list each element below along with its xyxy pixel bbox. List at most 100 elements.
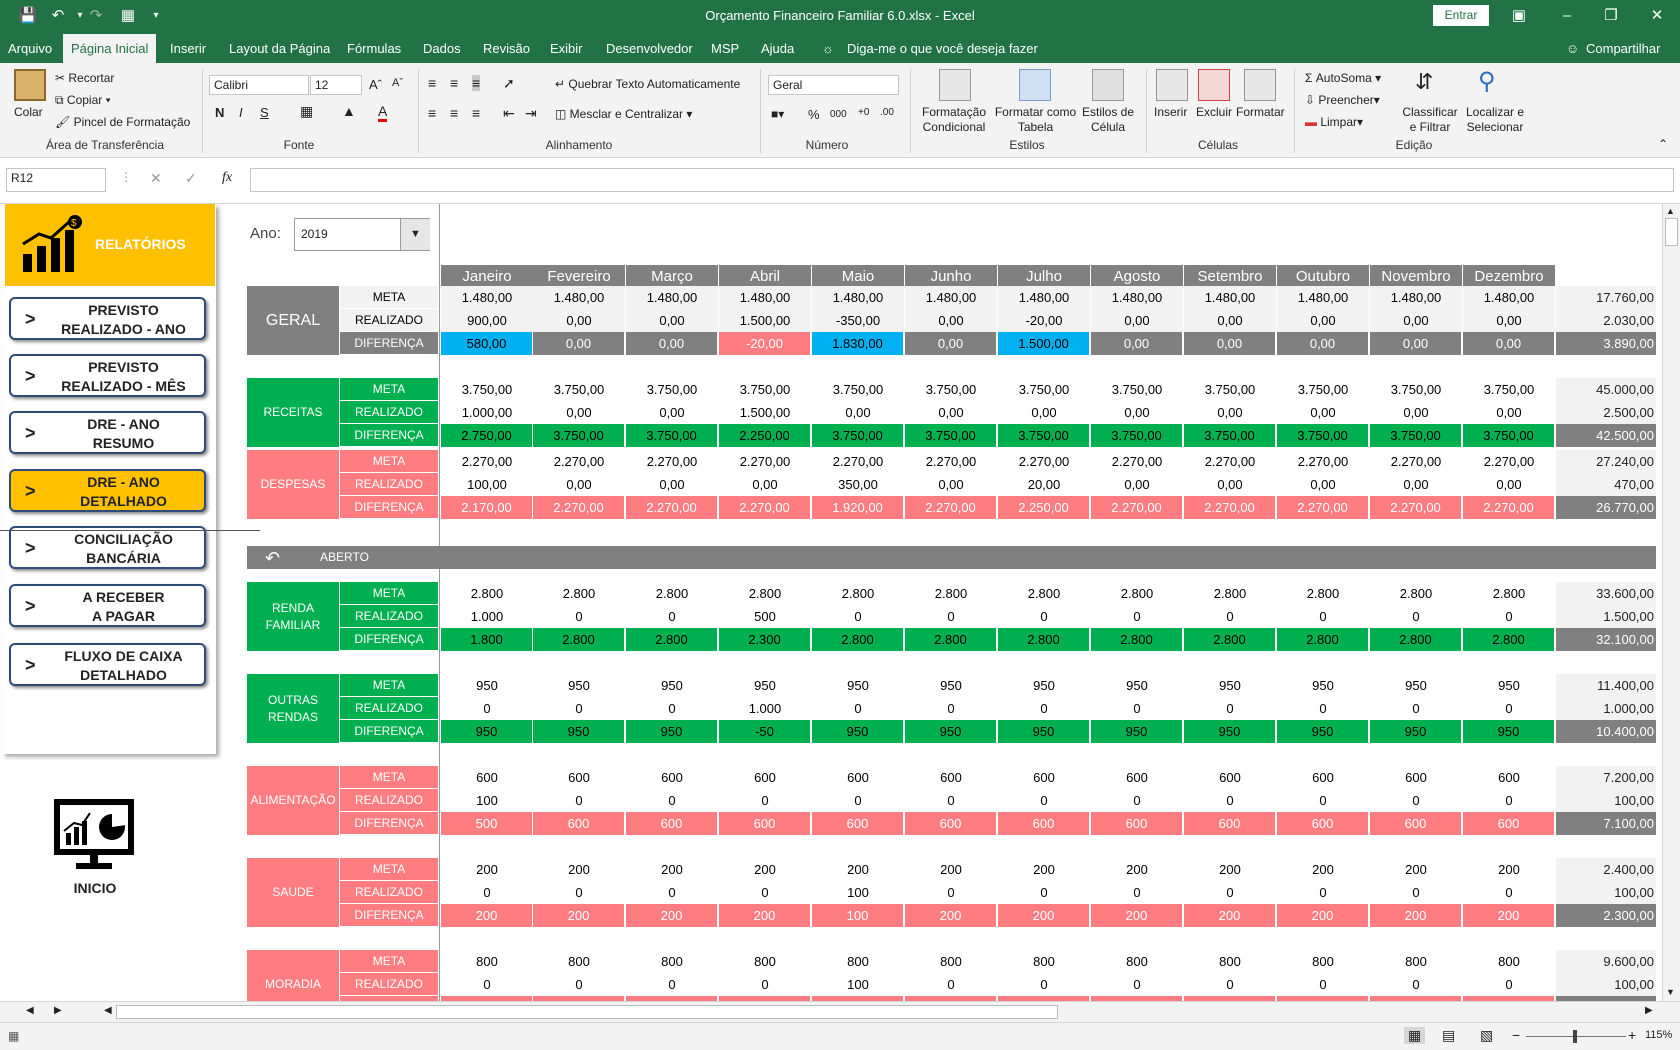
table-cell[interactable]: 600 bbox=[1091, 766, 1183, 789]
table-cell[interactable]: 950 bbox=[905, 720, 997, 743]
format-painter-button[interactable]: 🖌 Pincel de Formatação bbox=[55, 115, 190, 129]
thousands-button[interactable]: 000 bbox=[830, 109, 847, 120]
table-cell[interactable]: 1.000,00 bbox=[441, 401, 533, 424]
font-color-icon[interactable]: A bbox=[378, 103, 388, 122]
table-cell[interactable]: 3.750,00 bbox=[1277, 424, 1369, 447]
tab-formulas[interactable]: Fórmulas bbox=[347, 41, 402, 56]
table-cell[interactable]: 0,00 bbox=[905, 473, 997, 496]
table-cell[interactable]: 800 bbox=[998, 950, 1090, 973]
table-cell[interactable]: 0,00 bbox=[1184, 332, 1276, 355]
table-cell[interactable]: 2.250,00 bbox=[998, 496, 1090, 519]
vertical-scrollbar[interactable]: ▲ ▼ bbox=[1662, 204, 1680, 1001]
table-cell[interactable]: 200 bbox=[1184, 858, 1276, 881]
table-cell[interactable]: 2.270,00 bbox=[1091, 450, 1183, 473]
fill-button[interactable]: ⇩ Preencher▾ bbox=[1305, 93, 1380, 107]
table-cell[interactable]: 2.800 bbox=[1277, 628, 1369, 651]
table-cell[interactable]: 0,00 bbox=[812, 401, 904, 424]
fill-color-icon[interactable]: ▲ bbox=[342, 103, 356, 119]
table-cell[interactable]: 2.270,00 bbox=[626, 496, 718, 519]
table-cell[interactable]: 0,00 bbox=[1277, 332, 1369, 355]
nav-button-5[interactable]: > A RECEBER A PAGAR bbox=[9, 584, 206, 627]
table-cell[interactable]: 2.750,00 bbox=[441, 424, 533, 447]
enter-icon[interactable]: ✓ bbox=[185, 170, 197, 186]
table-cell[interactable]: 800 bbox=[1370, 950, 1462, 973]
table-cell[interactable]: 3.750,00 bbox=[905, 424, 997, 447]
align-bottom-icon[interactable]: ≡ bbox=[472, 75, 481, 91]
table-cell[interactable]: 0,00 bbox=[1277, 473, 1369, 496]
table-cell[interactable]: 950 bbox=[1184, 720, 1276, 743]
table-cell[interactable]: 600 bbox=[1277, 812, 1369, 835]
table-cell[interactable]: 0,00 bbox=[533, 332, 625, 355]
sort-filter-icon[interactable]: ⇵ bbox=[1415, 69, 1434, 94]
table-cell[interactable]: 800 bbox=[719, 996, 811, 1001]
table-cell[interactable]: 3.750,00 bbox=[1184, 424, 1276, 447]
table-cell[interactable]: 0,00 bbox=[1370, 473, 1462, 496]
table-cell[interactable]: 2.800 bbox=[1277, 582, 1369, 605]
underline-button[interactable]: S bbox=[260, 105, 269, 120]
table-cell[interactable]: 0 bbox=[812, 789, 904, 812]
table-cell[interactable]: 950 bbox=[1370, 674, 1462, 697]
table-cell[interactable]: 800 bbox=[441, 950, 533, 973]
table-cell[interactable]: 950 bbox=[998, 720, 1090, 743]
formula-input[interactable] bbox=[250, 168, 1674, 192]
inicio-link[interactable]: INICIO bbox=[73, 880, 117, 896]
table-cell[interactable]: 800 bbox=[626, 950, 718, 973]
borders-icon[interactable]: ▦ bbox=[300, 103, 314, 119]
table-cell[interactable]: 2.800 bbox=[1184, 582, 1276, 605]
table-cell[interactable]: 0 bbox=[905, 605, 997, 628]
table-cell[interactable]: 2.270,00 bbox=[1184, 496, 1276, 519]
table-cell[interactable]: 200 bbox=[441, 904, 533, 927]
table-cell[interactable]: 0 bbox=[1370, 881, 1462, 904]
name-box[interactable]: R12 bbox=[6, 168, 106, 192]
table-cell[interactable]: 3.750,00 bbox=[1370, 424, 1462, 447]
currency-icon[interactable]: ■▾ bbox=[771, 107, 785, 121]
table-cell[interactable]: 1.480,00 bbox=[441, 286, 533, 309]
table-cell[interactable]: 0,00 bbox=[1370, 332, 1462, 355]
chevron-down-icon[interactable]: ▼ bbox=[400, 219, 430, 250]
table-cell[interactable]: 0 bbox=[905, 881, 997, 904]
nav-button-3[interactable]: > DRE - ANO DETALHADO bbox=[9, 469, 206, 512]
table-cell[interactable]: 200 bbox=[998, 858, 1090, 881]
nav-button-2[interactable]: > DRE - ANO RESUMO bbox=[9, 411, 206, 454]
table-cell[interactable]: -350,00 bbox=[812, 309, 904, 332]
table-cell[interactable]: 20,00 bbox=[998, 473, 1090, 496]
table-cell[interactable]: 3.750,00 bbox=[1277, 378, 1369, 401]
copy-button[interactable]: ⧉ Copiar ▾ bbox=[55, 93, 111, 107]
table-cell[interactable]: 0,00 bbox=[1463, 401, 1555, 424]
table-cell[interactable]: 950 bbox=[626, 720, 718, 743]
table-cell[interactable]: 2.270,00 bbox=[1463, 496, 1555, 519]
sheet-prev-icon[interactable]: ◀ bbox=[26, 1005, 34, 1016]
table-cell[interactable]: 0 bbox=[626, 789, 718, 812]
table-cell[interactable]: 0,00 bbox=[1463, 473, 1555, 496]
table-cell[interactable]: 600 bbox=[905, 812, 997, 835]
table-cell[interactable]: 200 bbox=[905, 858, 997, 881]
table-cell[interactable]: 3.750,00 bbox=[441, 378, 533, 401]
number-format-select[interactable]: Geral bbox=[768, 75, 899, 95]
scroll-left-icon[interactable]: ◀ bbox=[104, 1005, 112, 1016]
table-cell[interactable]: 0 bbox=[1184, 973, 1276, 996]
table-cell[interactable]: 1.480,00 bbox=[998, 286, 1090, 309]
table-cell[interactable]: 0 bbox=[998, 697, 1090, 720]
sort-filter-button[interactable]: Classificar e Filtrar bbox=[1402, 105, 1458, 134]
table-cell[interactable]: 0 bbox=[998, 789, 1090, 812]
page-break-icon[interactable]: ▧ bbox=[1480, 1027, 1494, 1043]
table-cell[interactable]: 0,00 bbox=[905, 309, 997, 332]
table-cell[interactable]: 0 bbox=[998, 973, 1090, 996]
tab-ajuda[interactable]: Ajuda bbox=[761, 41, 795, 56]
table-cell[interactable]: 0 bbox=[1091, 697, 1183, 720]
table-cell[interactable]: 0 bbox=[1370, 973, 1462, 996]
table-cell[interactable]: 600 bbox=[998, 766, 1090, 789]
table-cell[interactable]: 200 bbox=[1091, 858, 1183, 881]
table-cell[interactable]: 580,00 bbox=[441, 332, 533, 355]
table-cell[interactable]: 2.800 bbox=[533, 628, 625, 651]
table-cell[interactable]: 0 bbox=[533, 881, 625, 904]
scroll-right-icon[interactable]: ▶ bbox=[1645, 1005, 1653, 1016]
table-cell[interactable]: 3.750,00 bbox=[1091, 378, 1183, 401]
table-cell[interactable]: 0 bbox=[1184, 789, 1276, 812]
table-cell[interactable]: 3.750,00 bbox=[998, 378, 1090, 401]
tab-desenvolvedor[interactable]: Desenvolvedor bbox=[606, 41, 693, 56]
table-cell[interactable]: 1.000 bbox=[441, 605, 533, 628]
share-button[interactable]: Compartilhar bbox=[1586, 41, 1661, 56]
table-cell[interactable]: 2.270,00 bbox=[719, 496, 811, 519]
bold-button[interactable]: N bbox=[215, 105, 225, 120]
